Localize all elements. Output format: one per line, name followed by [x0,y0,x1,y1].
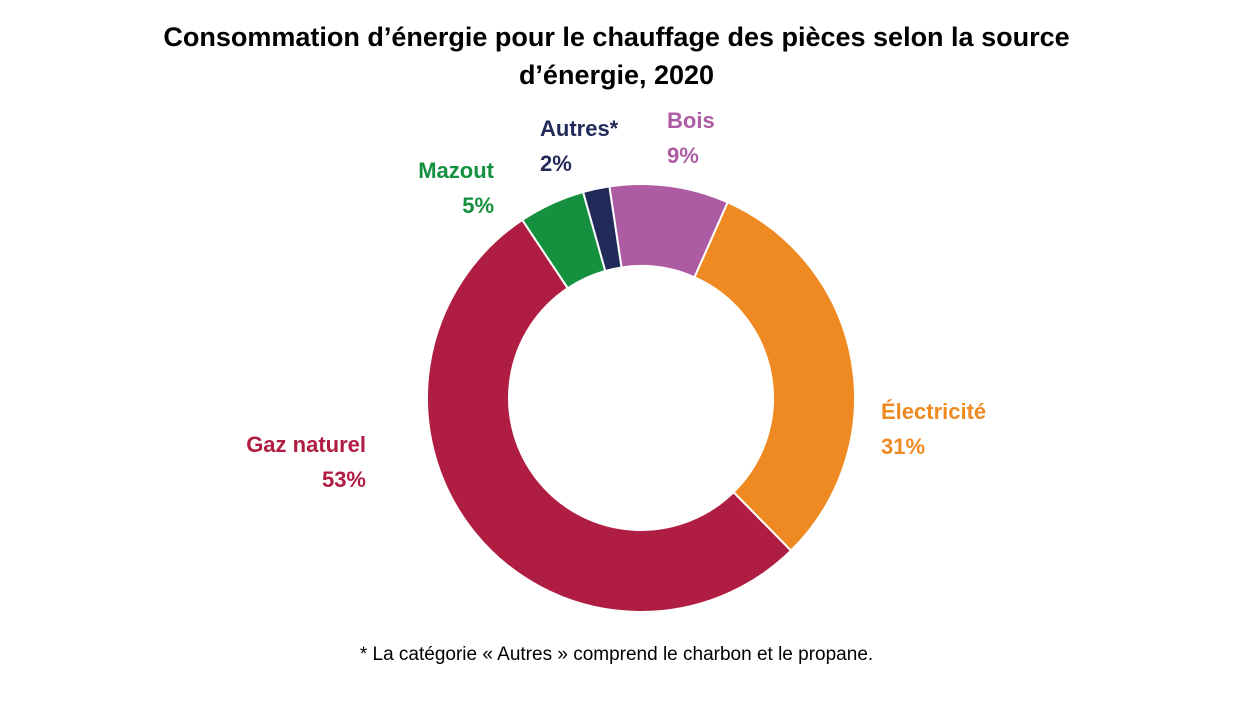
slice-gaz-naturel [426,218,793,613]
label-mazout-name: Mazout [418,158,494,183]
label-gaz-naturel-value: 53% [322,467,366,492]
label-bois-name: Bois [667,108,715,133]
label-autres-value: 2% [540,151,572,176]
footnote: * La catégorie « Autres » comprend le ch… [359,644,874,665]
slice-autres [581,185,623,273]
chart-title-line-2: d’énergie, 2020 [518,60,715,90]
label-autres-name: Autres* [540,116,619,141]
label-electricite-name: Électricité [881,399,986,424]
label-bois-value: 9% [667,143,699,168]
label-mazout-value: 5% [462,193,494,218]
slice-labels: Bois 9% Électricité 31% Gaz naturel 53% Mazout… [246,108,986,492]
label-gaz-naturel-name: Gaz naturel [246,432,366,457]
chart-title-line-1: Consommation d’énergie pour le chauffage… [163,22,1070,52]
donut-slices [426,183,856,613]
chart-title: Consommation d’énergie pour le chauffage… [0,18,1233,94]
label-electricite-value: 31% [881,434,925,459]
slice-electricite [693,201,856,553]
